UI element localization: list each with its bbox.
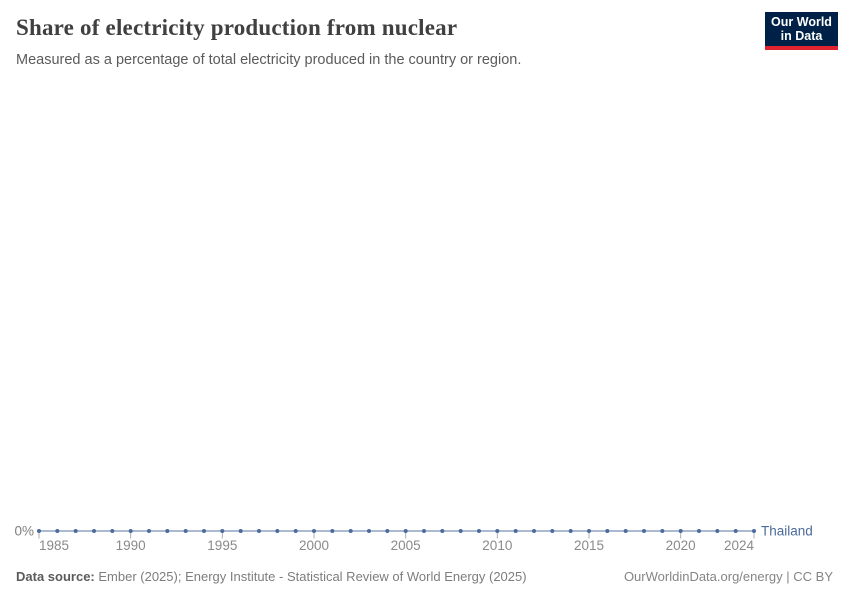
x-axis-tick-label: 1995: [207, 538, 237, 553]
x-axis-tick-label: 2015: [574, 538, 604, 553]
data-point: [440, 529, 445, 533]
data-point: [752, 529, 756, 533]
x-axis-tick-label: 2020: [666, 538, 696, 553]
data-point: [128, 529, 133, 533]
data-point: [367, 529, 371, 533]
data-point: [513, 529, 518, 533]
data-point: [55, 529, 60, 533]
owid-logo-line2: in Data: [780, 29, 823, 43]
owid-logo: Our World in Data: [765, 12, 838, 50]
data-point: [165, 529, 170, 533]
data-point: [147, 529, 151, 533]
x-axis-tick-label: 2024: [724, 538, 755, 553]
data-point: [92, 529, 96, 533]
data-point: [623, 529, 628, 533]
data-point: [202, 529, 206, 533]
chart-subtitle: Measured as a percentage of total electr…: [16, 52, 522, 68]
data-source-label: Data source:: [16, 569, 95, 584]
series-label: Thailand: [761, 524, 813, 539]
data-point: [257, 529, 261, 533]
x-axis-tick-label: 2005: [391, 538, 421, 553]
data-point: [697, 529, 701, 533]
data-point: [385, 529, 390, 533]
data-source-text: Ember (2025); Energy Institute - Statist…: [94, 569, 527, 584]
data-point: [275, 529, 280, 533]
data-source-note: Data source: Ember (2025); Energy Instit…: [16, 569, 576, 585]
data-point: [220, 529, 225, 533]
data-point: [110, 529, 115, 533]
credit-note: OurWorldinData.org/energy | CC BY: [623, 569, 833, 584]
data-point: [642, 529, 646, 533]
data-point: [587, 529, 591, 533]
x-axis-tick-label: 2000: [299, 538, 329, 553]
data-point: [660, 529, 665, 533]
x-axis-tick-label: 2010: [482, 538, 512, 553]
chart-title: Share of electricity production from nuc…: [16, 15, 458, 40]
data-point: [678, 529, 683, 533]
x-axis-tick-label: 1990: [116, 538, 146, 553]
data-point: [550, 529, 555, 533]
data-point: [477, 529, 481, 533]
data-point: [605, 529, 610, 533]
data-point: [73, 529, 78, 533]
data-point: [715, 529, 720, 533]
data-point: [733, 529, 738, 533]
data-point: [568, 529, 573, 533]
data-point: [312, 529, 316, 533]
data-point: [330, 529, 335, 533]
data-point: [348, 529, 353, 533]
data-point: [403, 529, 408, 533]
owid-logo-line1: Our World: [771, 14, 832, 29]
data-point: [495, 529, 500, 533]
x-axis-tick-label: 1985: [39, 538, 69, 553]
data-point: [238, 529, 243, 533]
data-point: [293, 529, 298, 533]
data-point: [37, 529, 41, 533]
data-point: [458, 529, 463, 533]
y-axis-label: 0%: [14, 524, 34, 539]
data-point: [422, 529, 426, 533]
data-point: [532, 529, 536, 533]
data-point: [183, 529, 188, 533]
